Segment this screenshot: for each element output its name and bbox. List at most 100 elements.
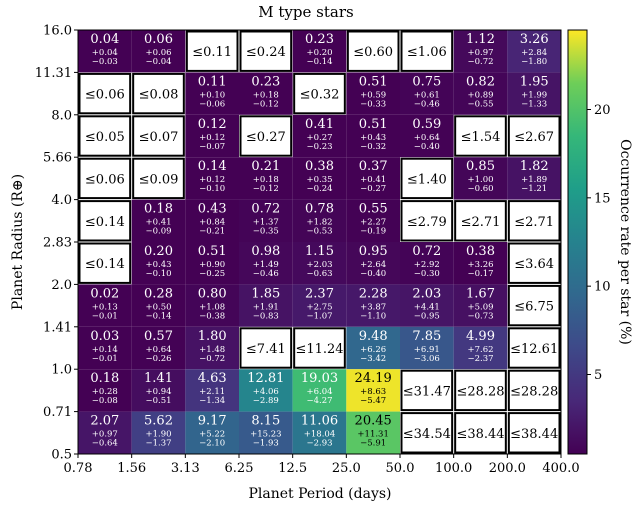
cell-upper-error-label: +0.13 xyxy=(92,302,118,312)
heatmap-cell xyxy=(346,369,400,412)
cell-value-label: 0.23 xyxy=(251,74,280,89)
y-tick-label: 0.71 xyxy=(43,405,72,420)
colorbar-tick-label: 5 xyxy=(594,368,602,383)
x-tick-label: 12.5 xyxy=(278,461,307,476)
heatmap-cell xyxy=(346,284,400,327)
cell-value-label: 0.28 xyxy=(144,286,173,301)
cell-upper-error-label: +0.50 xyxy=(145,302,171,312)
heatmap-cell xyxy=(78,411,132,454)
heatmap-cell xyxy=(453,284,508,327)
heatmap-cell-upper-limit xyxy=(454,369,507,412)
heatmap-cell xyxy=(131,242,186,285)
cell-value-label: 1.12 xyxy=(466,32,495,47)
heatmap-cell-upper-limit xyxy=(400,157,454,200)
heatmap-cell xyxy=(185,411,239,454)
cell-upper-limit-label: ≤0.09 xyxy=(139,172,179,187)
cell-upper-error-label: +0.43 xyxy=(145,260,171,270)
cell-upper-error-label: +2.64 xyxy=(360,260,386,270)
cell-upper-error-label: +0.64 xyxy=(414,133,440,143)
cell-lower-error-label: −1.34 xyxy=(199,396,225,406)
cell-upper-error-label: +18.04 xyxy=(304,430,335,440)
cell-value-label: 0.21 xyxy=(251,159,280,174)
cell-upper-error-label: +7.62 xyxy=(467,345,493,355)
cell-upper-limit-label: ≤11.24 xyxy=(295,342,343,357)
cell-lower-error-label: −0.12 xyxy=(253,99,279,109)
cell-lower-error-label: −0.09 xyxy=(145,227,171,237)
cell-value-label: 0.18 xyxy=(144,202,173,217)
cell-lower-error-label: −3.06 xyxy=(414,354,440,364)
cell-upper-error-label: +0.64 xyxy=(145,345,171,355)
y-tick-label: 8.0 xyxy=(51,108,72,123)
heatmap-cell-upper-limit xyxy=(400,30,454,72)
heatmap-cell xyxy=(292,369,347,412)
cell-value-label: 2.07 xyxy=(90,414,119,429)
cell-upper-limit-label: ≤0.14 xyxy=(85,257,125,272)
cell-upper-error-label: +6.91 xyxy=(414,345,440,355)
cell-upper-error-label: +2.03 xyxy=(306,260,332,270)
heatmap-cell xyxy=(131,30,186,73)
heatmap-cell-upper-limit xyxy=(185,30,239,72)
cell-value-label: 12.81 xyxy=(247,371,284,386)
heatmap-cell-upper-limit xyxy=(132,115,185,157)
cell-upper-error-label: +0.97 xyxy=(467,48,493,58)
cell-value-label: 1.15 xyxy=(305,244,334,259)
cell-upper-limit-label: ≤0.07 xyxy=(139,130,179,145)
cell-lower-error-label: −0.08 xyxy=(92,396,118,406)
cell-upper-limit-label: ≤7.41 xyxy=(246,342,286,357)
heatmap-cell-upper-limit xyxy=(346,30,400,72)
cell-value-label: 0.51 xyxy=(198,244,227,259)
cell-upper-error-label: +0.97 xyxy=(92,430,118,440)
heatmap-cell xyxy=(131,284,186,327)
cell-lower-error-label: −0.06 xyxy=(199,99,225,109)
cell-upper-limit-label: ≤0.60 xyxy=(353,45,393,60)
heatmap-cell xyxy=(131,411,186,454)
cell-lower-error-label: −0.63 xyxy=(306,269,332,279)
heatmap-cell xyxy=(292,30,347,73)
cell-upper-error-label: +0.59 xyxy=(360,90,386,100)
cell-value-label: 0.51 xyxy=(359,117,388,132)
heatmap-cell xyxy=(292,284,347,327)
x-tick-label: 25.0 xyxy=(332,461,361,476)
cell-upper-limit-label: ≤0.08 xyxy=(139,88,179,103)
cell-upper-error-label: +2.11 xyxy=(199,387,225,397)
cell-value-label: 0.72 xyxy=(251,202,280,217)
colorbar-tick-label: 10 xyxy=(594,280,611,295)
heatmap-cells: 0.04+0.04−0.03 0.06+0.06−0.04 ≤0.11 ≤0.24 0.… xyxy=(78,30,561,454)
cell-upper-limit-label: ≤0.32 xyxy=(300,88,340,103)
cell-value-label: 0.37 xyxy=(359,159,388,174)
cell-upper-error-label: +0.06 xyxy=(145,48,171,58)
cell-lower-error-label: −1.33 xyxy=(521,99,547,109)
cell-value-label: 11.06 xyxy=(301,414,338,429)
heatmap-cell-upper-limit xyxy=(78,242,132,284)
heatmap-cell xyxy=(453,30,508,73)
heatmap-cell-upper-limit xyxy=(454,200,507,242)
cell-value-label: 24.19 xyxy=(355,371,392,386)
heatmap-cell xyxy=(346,114,400,158)
chart-title: M type stars xyxy=(258,3,353,21)
cell-lower-error-label: −0.03 xyxy=(92,57,118,67)
heatmap-cell xyxy=(400,242,454,285)
cell-value-label: 1.82 xyxy=(520,159,549,174)
cell-value-label: 0.55 xyxy=(359,202,388,217)
cell-value-label: 0.72 xyxy=(412,244,441,259)
x-tick-label: 50.0 xyxy=(386,461,415,476)
heatmap-cell xyxy=(185,242,239,285)
cell-upper-error-label: +1.82 xyxy=(306,218,332,228)
x-tick-label: 3.13 xyxy=(171,461,200,476)
heatmap-cell xyxy=(292,157,347,200)
cell-upper-limit-label: ≤3.64 xyxy=(514,257,554,272)
cell-upper-limit-label: ≤0.06 xyxy=(85,172,125,187)
heatmap-cell xyxy=(78,284,132,327)
cell-lower-error-label: −0.07 xyxy=(199,142,225,152)
x-axis-label: Planet Period (days) xyxy=(248,486,391,502)
heatmap-cell-upper-limit xyxy=(132,157,185,200)
colorbar xyxy=(567,29,588,455)
cell-upper-error-label: +0.89 xyxy=(467,90,493,100)
cell-upper-error-label: +6.26 xyxy=(360,345,386,355)
cell-upper-limit-label: ≤2.67 xyxy=(514,130,554,145)
heatmap-cell xyxy=(185,326,239,370)
cell-upper-error-label: +5.09 xyxy=(467,302,493,312)
heatmap-cell xyxy=(185,157,239,200)
cell-lower-error-label: −0.01 xyxy=(92,311,118,321)
